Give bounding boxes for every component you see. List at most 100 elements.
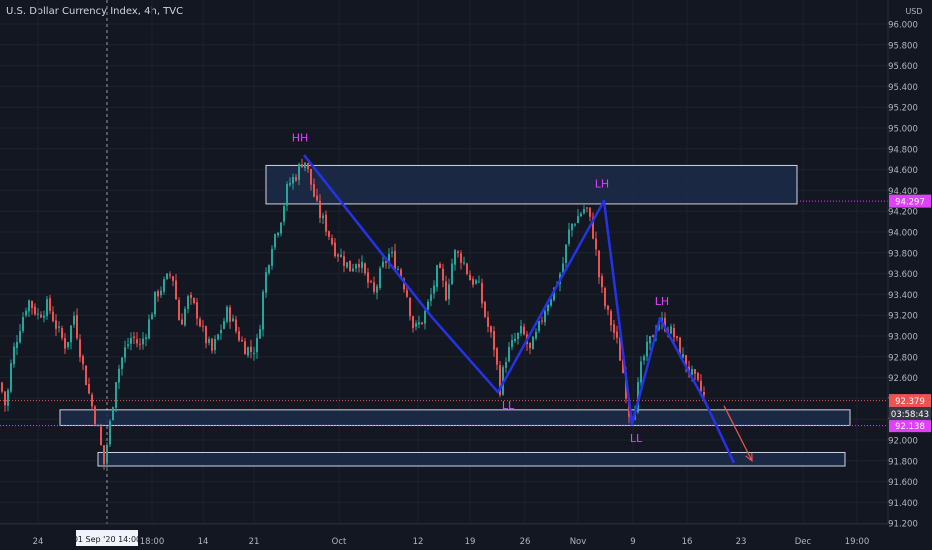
candle-body xyxy=(484,302,486,317)
candle-body xyxy=(31,300,33,308)
candle-body xyxy=(154,291,156,315)
candle-body xyxy=(223,321,225,329)
candle-body xyxy=(691,369,693,375)
candle-body xyxy=(622,359,624,373)
pattern-label-ll: LL xyxy=(502,399,515,412)
pattern-label-ll: LL xyxy=(630,432,643,445)
x-tick-label: Dec xyxy=(795,537,812,547)
candle-body xyxy=(340,254,342,257)
candle-body xyxy=(523,326,525,335)
candle-body xyxy=(448,284,450,300)
x-tick-label: 23 xyxy=(736,537,747,547)
candle-body xyxy=(418,322,420,325)
candle-body xyxy=(352,268,354,272)
y-tick-label: 95.400 xyxy=(888,83,918,93)
time-axis: 24 18:00 14 21 Oct 12 19 26 Nov 9 16 23 Dec 19:00 01 S… xyxy=(0,523,888,547)
y-tick-label: 94.200 xyxy=(888,208,918,218)
candle-body xyxy=(547,304,549,312)
candle-body xyxy=(355,264,357,269)
y-tick-label: 94.800 xyxy=(888,145,918,155)
candle-body xyxy=(445,281,447,301)
candle-body xyxy=(130,337,132,344)
candle-body xyxy=(361,261,363,269)
candle-body xyxy=(700,380,702,392)
pattern-label-lh: LH xyxy=(595,177,609,190)
candle-body xyxy=(25,310,27,316)
price-axis: 96.000 95.800 95.600 95.400 95.200 95.000 94.8… xyxy=(887,0,931,530)
candle-body xyxy=(442,268,444,281)
x-tick-label: Oct xyxy=(332,537,347,547)
lower-support-zone xyxy=(97,451,846,467)
candle-body xyxy=(571,223,573,231)
price-badge-label: 92.138 xyxy=(895,422,925,432)
candle-body xyxy=(325,214,327,232)
pattern-label-lh: LH xyxy=(655,295,669,308)
candle-body xyxy=(163,279,165,292)
candle-body xyxy=(511,339,513,347)
candle-body xyxy=(604,288,606,307)
candle-body xyxy=(145,337,147,339)
candle-body xyxy=(148,319,150,339)
candle-body xyxy=(349,260,351,272)
candle-body xyxy=(592,217,594,239)
candle-body xyxy=(529,342,531,349)
candle-body xyxy=(358,263,360,268)
crosshair-time-badge xyxy=(76,530,138,546)
candle-body xyxy=(640,361,642,383)
candle-body xyxy=(670,326,672,334)
candle-body xyxy=(385,261,387,263)
candle-body xyxy=(40,314,42,318)
upper-resistance-zone xyxy=(265,164,798,205)
candle-body xyxy=(682,354,684,358)
candle-body xyxy=(496,348,498,365)
y-tick-label: 95.600 xyxy=(888,62,918,72)
candle-body xyxy=(7,390,9,406)
candle-body xyxy=(322,215,324,219)
candle-body xyxy=(598,250,600,278)
candle-body xyxy=(694,369,696,374)
x-tick-label: 24 xyxy=(33,537,44,547)
y-tick-label: 95.000 xyxy=(888,125,918,135)
candle-body xyxy=(481,282,483,304)
projection-arrowhead xyxy=(745,452,753,463)
grid xyxy=(0,0,888,524)
candle-body xyxy=(283,206,285,222)
candle-body xyxy=(535,331,537,339)
candle-body xyxy=(118,368,120,383)
candle-body xyxy=(250,346,252,352)
candle-body xyxy=(487,317,489,327)
candle-body xyxy=(397,268,399,270)
candle-body xyxy=(427,301,429,310)
candle-body xyxy=(463,262,465,264)
candle-body xyxy=(538,320,540,331)
candle-body xyxy=(43,315,45,318)
candle-body xyxy=(265,272,267,293)
candle-body xyxy=(214,339,216,351)
y-tick-label: 92.600 xyxy=(888,374,918,384)
candle-body xyxy=(649,336,651,344)
candle-body xyxy=(79,339,81,358)
candle-body xyxy=(247,347,249,356)
candle-body xyxy=(286,184,288,206)
candle-body xyxy=(67,341,69,348)
candle-body xyxy=(196,302,198,319)
x-tick-label: 19:00 xyxy=(845,537,870,547)
candle-body xyxy=(421,322,423,325)
candle-body xyxy=(388,253,390,264)
y-tick-label: 92.000 xyxy=(888,437,918,447)
candle-body xyxy=(586,207,588,209)
y-tick-label: 96.000 xyxy=(888,21,918,31)
candle-body xyxy=(109,421,111,445)
candle-body xyxy=(574,224,576,226)
candle-body xyxy=(28,300,30,312)
candle-body xyxy=(142,338,144,345)
candle-body xyxy=(280,222,282,234)
candle-body xyxy=(475,280,477,284)
candle-body xyxy=(568,229,570,244)
candle-body xyxy=(499,365,501,395)
candle-body xyxy=(610,311,612,326)
candle-body xyxy=(703,392,705,395)
candle-body xyxy=(616,331,618,338)
candle-body xyxy=(226,306,228,322)
